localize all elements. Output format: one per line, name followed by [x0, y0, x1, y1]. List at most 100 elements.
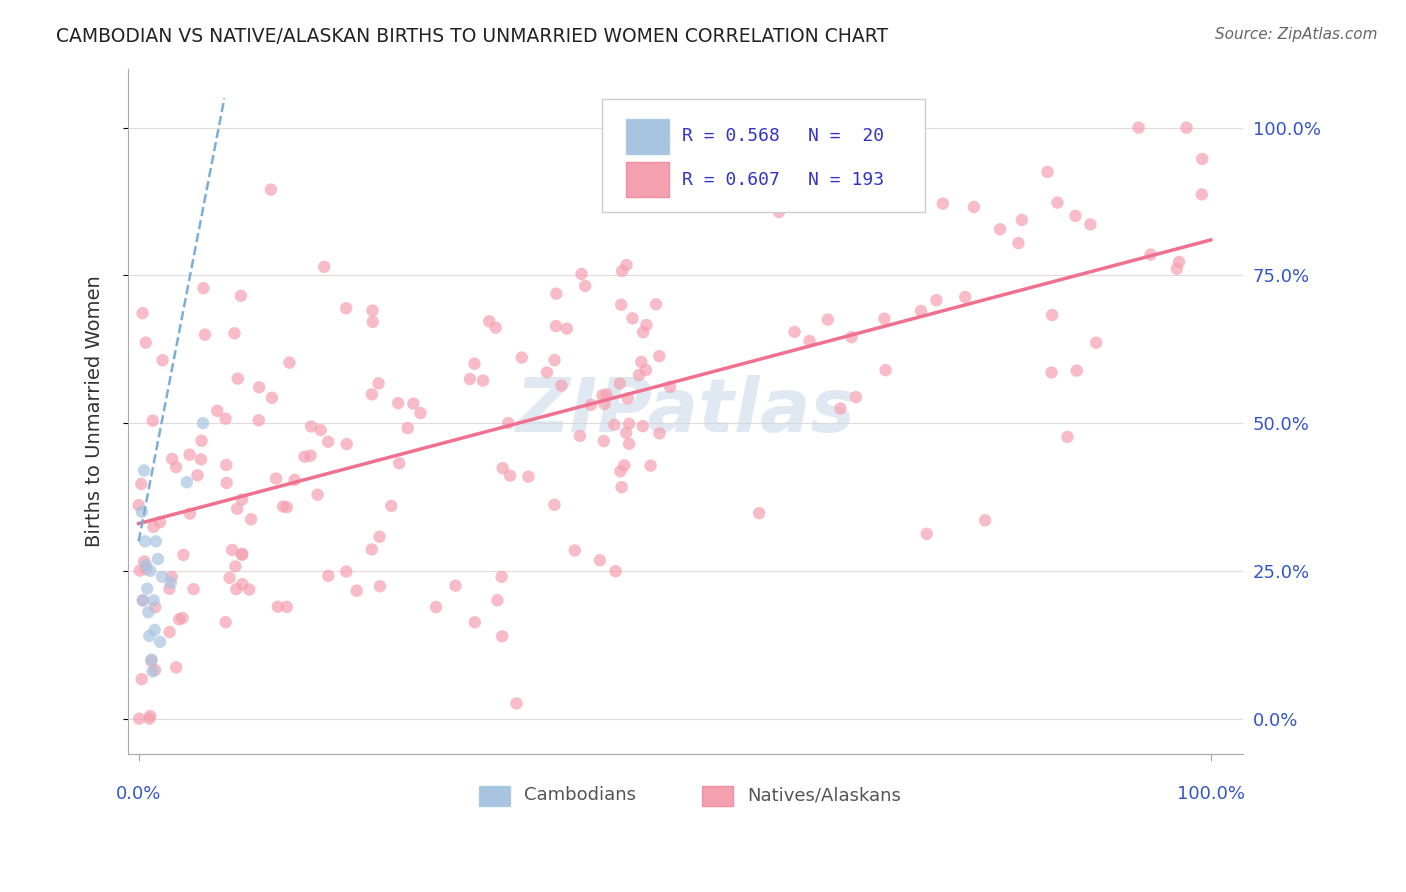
Point	[915, 526, 938, 541]
Point	[224, 326, 246, 341]
Point	[194, 327, 217, 342]
Point	[165, 460, 187, 475]
Point	[218, 571, 240, 585]
Point	[150, 570, 173, 584]
Point	[260, 183, 283, 197]
Point	[360, 542, 382, 557]
Point	[135, 562, 157, 576]
Point	[499, 468, 522, 483]
Point	[610, 480, 633, 494]
Point	[1191, 152, 1213, 166]
Point	[571, 267, 593, 281]
Point	[858, 181, 880, 195]
Point	[142, 520, 165, 534]
Point	[143, 663, 166, 677]
Point	[1040, 308, 1063, 322]
Point	[271, 500, 294, 514]
Point	[368, 530, 391, 544]
Point	[145, 534, 167, 549]
Point	[299, 419, 322, 434]
Point	[276, 500, 298, 515]
Point	[294, 450, 316, 464]
Point	[794, 142, 817, 156]
Text: 0.0%: 0.0%	[115, 785, 162, 803]
Point	[159, 625, 181, 640]
Point	[491, 461, 513, 475]
Point	[131, 505, 153, 519]
Point	[136, 582, 159, 596]
Point	[1011, 213, 1033, 227]
Point	[925, 293, 948, 308]
Point	[574, 279, 596, 293]
Point	[314, 260, 336, 274]
Point	[463, 357, 485, 371]
Point	[131, 306, 153, 320]
Point	[1064, 209, 1087, 223]
Point	[134, 534, 156, 549]
Point	[610, 264, 633, 278]
Point	[360, 387, 382, 401]
Point	[146, 552, 169, 566]
Point	[176, 475, 198, 490]
Point	[131, 477, 153, 491]
Point	[609, 376, 631, 391]
Point	[284, 473, 307, 487]
Point	[309, 423, 332, 437]
Point	[191, 416, 214, 430]
Point	[141, 652, 163, 666]
Point	[238, 582, 260, 597]
Point	[614, 425, 637, 440]
Point	[536, 366, 558, 380]
Point	[1168, 255, 1191, 269]
Point	[231, 548, 253, 562]
Point	[240, 512, 263, 526]
Point	[131, 672, 153, 686]
Point	[605, 564, 627, 578]
Text: Natives/Alaskans: Natives/Alaskans	[747, 786, 901, 805]
Point	[1046, 195, 1069, 210]
Point	[278, 356, 301, 370]
Point	[875, 363, 897, 377]
FancyBboxPatch shape	[602, 99, 925, 212]
Point	[367, 376, 389, 391]
Point	[149, 635, 172, 649]
Point	[932, 196, 955, 211]
Point	[616, 258, 638, 272]
Point	[318, 568, 340, 582]
Point	[648, 426, 671, 441]
Point	[564, 543, 586, 558]
Point	[134, 554, 156, 568]
Point	[231, 492, 253, 507]
FancyBboxPatch shape	[626, 119, 669, 154]
Point	[544, 319, 567, 334]
Point	[510, 351, 533, 365]
Point	[229, 289, 252, 303]
Point	[139, 564, 162, 578]
Point	[797, 120, 820, 135]
Point	[845, 390, 868, 404]
Point	[613, 458, 636, 473]
Text: N = 193: N = 193	[808, 170, 884, 188]
Point	[595, 387, 617, 401]
Text: R = 0.607: R = 0.607	[682, 170, 780, 188]
Text: Cambodians: Cambodians	[524, 786, 636, 805]
Point	[603, 417, 626, 432]
FancyBboxPatch shape	[479, 787, 510, 805]
Point	[179, 448, 201, 462]
Point	[138, 712, 160, 726]
Point	[817, 312, 839, 326]
Point	[1191, 187, 1213, 202]
Point	[1128, 120, 1150, 135]
Text: Source: ZipAtlas.com: Source: ZipAtlas.com	[1215, 27, 1378, 42]
Point	[458, 372, 481, 386]
Point	[149, 515, 172, 529]
Point	[485, 320, 508, 334]
Point	[409, 406, 432, 420]
Point	[143, 623, 166, 637]
Point	[142, 665, 165, 679]
Point	[231, 547, 253, 561]
Point	[543, 353, 565, 368]
Point	[247, 413, 270, 427]
Point	[799, 334, 821, 348]
Point	[396, 421, 419, 435]
